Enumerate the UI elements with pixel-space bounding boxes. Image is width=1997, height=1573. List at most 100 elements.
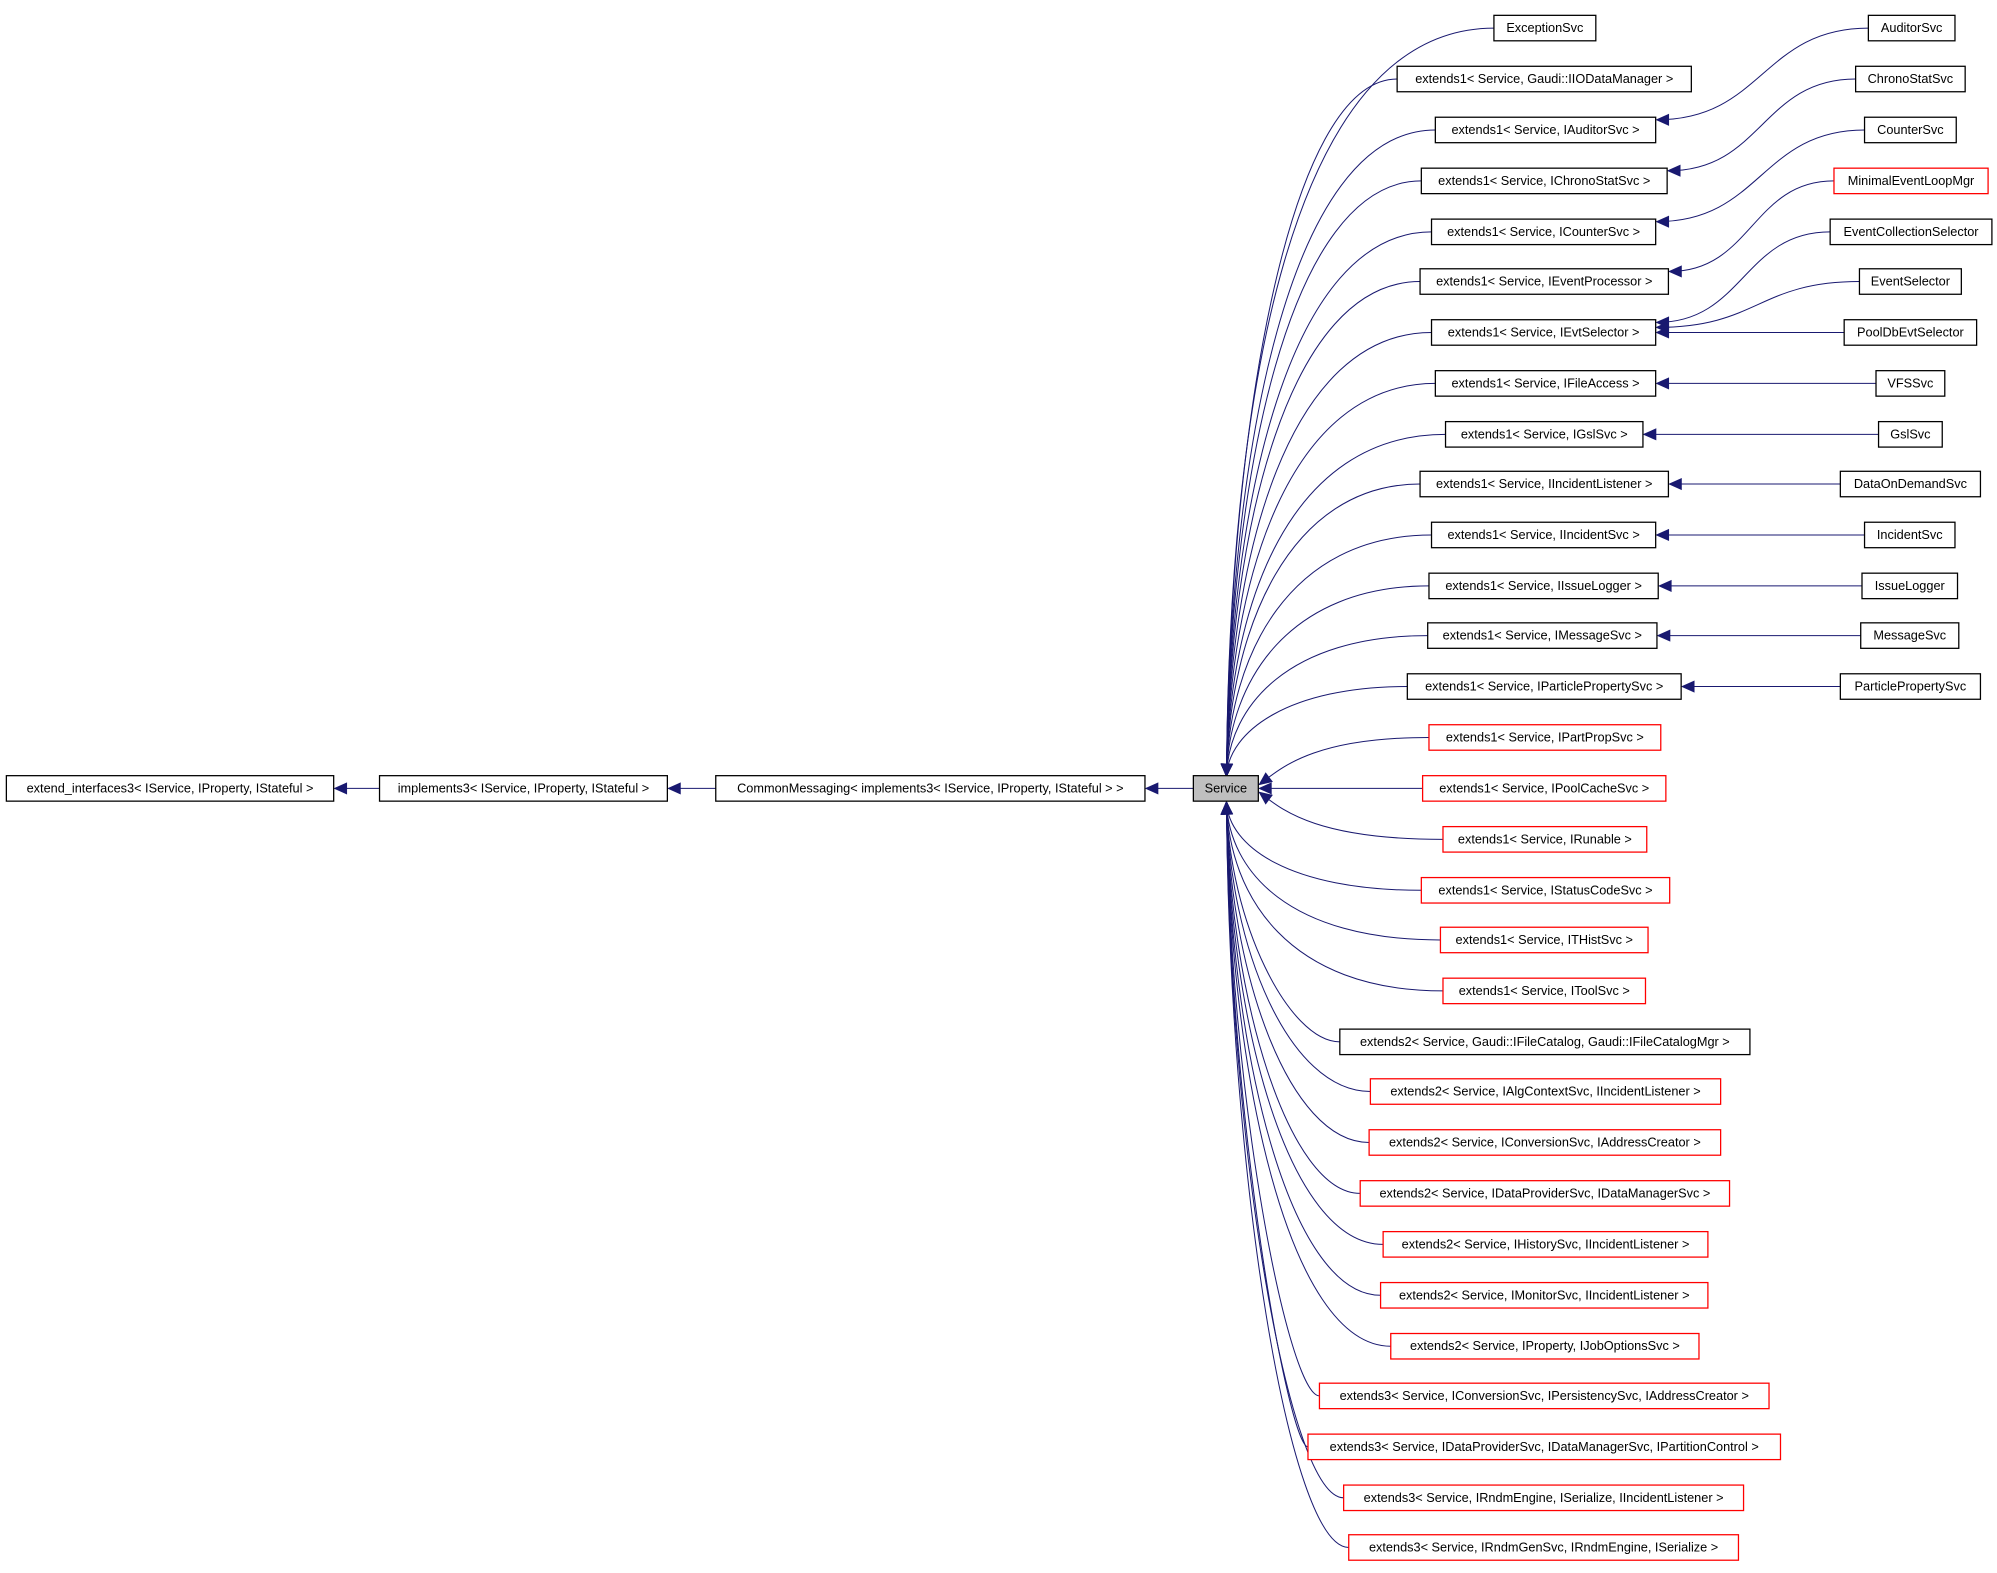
class-label: extends1< Service, IStatusCodeSvc > <box>1438 882 1652 897</box>
class-box[interactable] <box>5 775 335 802</box>
class-box[interactable] <box>715 775 1146 802</box>
class-label: extend_interfaces3< IService, IProperty,… <box>27 780 314 795</box>
class-box[interactable] <box>1860 622 1960 649</box>
class-box[interactable] <box>1343 1484 1745 1512</box>
class-box[interactable] <box>1406 673 1682 700</box>
arrowhead <box>1668 265 1682 278</box>
edge <box>1225 802 1361 1194</box>
class-label: extends1< Service, IToolSvc > <box>1459 983 1630 998</box>
class-box[interactable] <box>1420 876 1671 904</box>
class-box[interactable] <box>1444 420 1644 448</box>
class-box[interactable] <box>1390 1332 1700 1360</box>
class-label: extends1< Service, ICounterSvc > <box>1447 224 1640 239</box>
class-label: extends1< Service, IParticlePropertySvc … <box>1425 679 1663 694</box>
arrowhead <box>1666 164 1681 177</box>
class-box[interactable] <box>1839 673 1982 700</box>
class-label: IncidentSvc <box>1877 527 1943 542</box>
edge <box>1668 78 1856 172</box>
edge <box>1656 231 1831 323</box>
class-box[interactable] <box>1382 1230 1709 1258</box>
class-label: extends1< Service, IEventProcessor > <box>1436 274 1652 289</box>
class-box[interactable] <box>1829 218 1993 246</box>
class-box[interactable] <box>1877 420 1943 448</box>
class-box[interactable] <box>1442 825 1648 853</box>
arrowhead <box>1258 772 1273 786</box>
edge <box>1259 792 1443 840</box>
class-label: PoolDbEvtSelector <box>1857 324 1965 339</box>
class-box[interactable] <box>1863 521 1956 549</box>
class-box[interactable] <box>1318 1382 1770 1410</box>
class-label: extends2< Service, IAlgContextSvc, IInci… <box>1390 1084 1700 1099</box>
class-box[interactable] <box>1307 1433 1782 1461</box>
edge <box>1225 802 1384 1245</box>
class-label: EventSelector <box>1871 274 1951 289</box>
class-box[interactable] <box>1875 370 1946 397</box>
class-box[interactable] <box>1368 1129 1722 1156</box>
class-box[interactable] <box>1434 116 1657 144</box>
class-box[interactable] <box>1858 268 1962 295</box>
arrowhead <box>1656 629 1671 642</box>
class-box[interactable] <box>1348 1534 1740 1561</box>
edge <box>1669 180 1834 272</box>
arrowhead <box>1220 800 1233 815</box>
edge <box>1225 802 1371 1093</box>
class-box[interactable] <box>1430 218 1657 246</box>
class-label: extends1< Service, IFileAccess > <box>1451 375 1639 390</box>
class-label: extends2< Service, IConversionSvc, IAddr… <box>1389 1134 1701 1149</box>
class-box[interactable] <box>1867 14 1956 42</box>
edge <box>1225 231 1432 776</box>
class-label: extends3< Service, IRndmGenSvc, IRndmEng… <box>1369 1539 1718 1554</box>
class-box[interactable] <box>1493 14 1597 42</box>
class-label: extends3< Service, IRndmEngine, ISeriali… <box>1364 1490 1724 1505</box>
class-box[interactable] <box>1427 622 1658 649</box>
class-box[interactable] <box>1833 167 1989 195</box>
class-box[interactable] <box>1419 268 1670 295</box>
class-box[interactable] <box>1428 724 1662 751</box>
edge <box>1225 802 1370 1143</box>
arrowhead <box>1668 477 1682 491</box>
class-box[interactable] <box>1843 319 1978 346</box>
class-box[interactable] <box>1192 775 1259 802</box>
class-box[interactable] <box>1442 977 1647 1005</box>
class-box[interactable] <box>1420 167 1668 195</box>
class-box[interactable] <box>1421 775 1667 802</box>
edge <box>1225 686 1408 776</box>
edge <box>1225 382 1436 776</box>
edge <box>1656 27 1869 121</box>
class-box[interactable] <box>1863 116 1957 144</box>
class-box[interactable] <box>1839 470 1982 498</box>
class-box[interactable] <box>1861 572 1959 600</box>
class-label: GslSvc <box>1890 426 1931 441</box>
arrowhead <box>1655 326 1670 339</box>
class-box[interactable] <box>1419 470 1670 498</box>
edge <box>1225 331 1432 776</box>
class-box[interactable] <box>378 775 669 802</box>
class-label: extends1< Service, IIncidentListener > <box>1436 476 1652 491</box>
arrowhead <box>667 782 681 795</box>
class-label: extends1< Service, IEvtSelector > <box>1448 324 1640 339</box>
class-box[interactable] <box>1396 65 1692 93</box>
class-box[interactable] <box>1379 1281 1709 1309</box>
class-box[interactable] <box>1434 370 1657 397</box>
class-box[interactable] <box>1439 926 1649 954</box>
class-label: extends2< Service, IProperty, IJobOption… <box>1410 1338 1680 1353</box>
class-box[interactable] <box>1428 572 1659 600</box>
class-label: extends1< Service, IMessageSvc > <box>1443 628 1642 643</box>
class-label: extends2< Service, IMonitorSvc, IInciden… <box>1399 1287 1690 1302</box>
class-label: MessageSvc <box>1873 628 1946 643</box>
class-box[interactable] <box>1369 1078 1722 1105</box>
class-box[interactable] <box>1430 521 1657 549</box>
class-label: extends1< Service, IIssueLogger > <box>1445 578 1642 593</box>
edge <box>1225 180 1422 776</box>
arrowhead <box>333 782 348 795</box>
class-box[interactable] <box>1359 1180 1731 1207</box>
edge <box>1225 534 1432 776</box>
class-label: extends1< Service, IPartPropSvc > <box>1446 729 1644 744</box>
class-box[interactable] <box>1339 1028 1751 1056</box>
edge <box>1225 802 1340 1043</box>
class-label: extends1< Service, IChronoStatSvc > <box>1438 173 1650 188</box>
class-label: extends2< Service, IDataProviderSvc, IDa… <box>1379 1185 1710 1200</box>
class-box[interactable] <box>1430 319 1657 346</box>
class-box[interactable] <box>1854 65 1966 93</box>
